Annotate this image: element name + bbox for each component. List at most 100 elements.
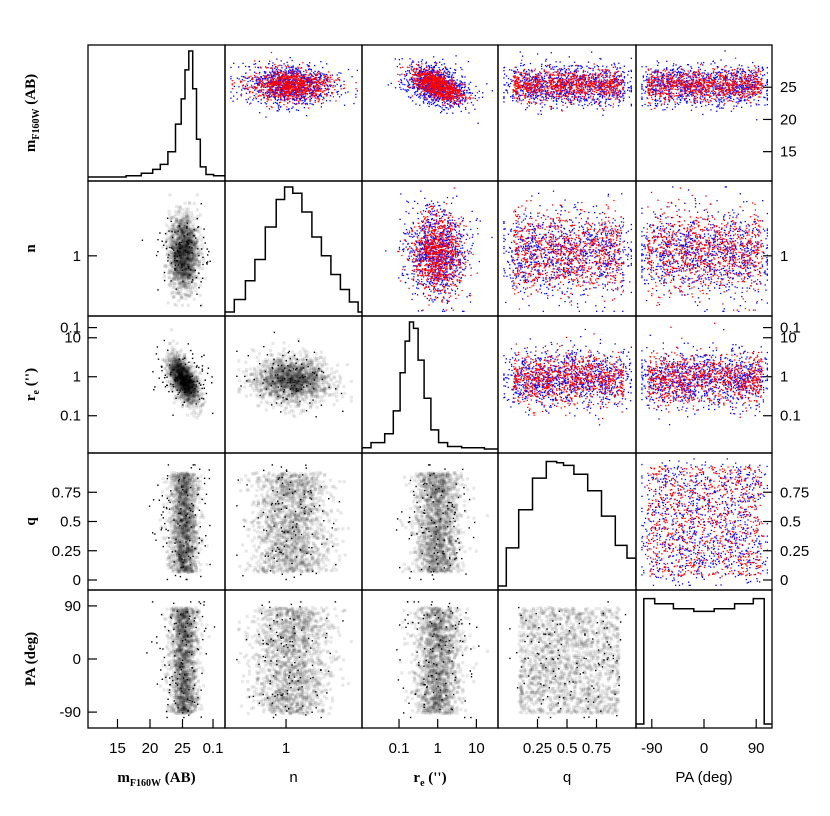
series-a-point	[504, 73, 506, 75]
series-b-point	[447, 95, 449, 97]
series-a-point	[435, 99, 437, 101]
series-a-point	[602, 65, 604, 67]
series-a-point	[593, 73, 595, 75]
series-a-point	[442, 58, 444, 60]
series-a-point	[525, 93, 527, 95]
series-a-point	[569, 81, 572, 84]
series-a-point	[260, 102, 262, 104]
series-b-point	[283, 80, 285, 82]
series-a-point	[272, 65, 274, 67]
series-b-point	[518, 81, 520, 84]
series-b-point	[461, 100, 463, 102]
series-a-point	[599, 73, 601, 75]
series-a-point	[474, 97, 476, 100]
series-b-point	[300, 79, 303, 82]
series-a-point	[256, 82, 258, 84]
series-a-point	[539, 99, 542, 102]
series-b-point	[610, 90, 612, 92]
series-a-point	[469, 98, 471, 100]
series-a-point	[584, 103, 586, 106]
series-a-point	[589, 73, 592, 75]
series-b-point	[314, 94, 316, 96]
series-a-point	[323, 79, 325, 81]
series-a-point	[515, 72, 517, 74]
series-b-point	[266, 79, 268, 81]
series-b-point	[418, 65, 420, 67]
series-b-point	[441, 84, 444, 86]
series-b-point	[285, 80, 288, 82]
series-b-point	[297, 95, 299, 97]
series-b-point	[446, 96, 448, 98]
series-b-point	[435, 83, 437, 85]
series-b-point	[435, 98, 437, 100]
series-a-point	[554, 66, 556, 68]
series-a-point	[423, 85, 425, 88]
series-b-point	[270, 79, 272, 81]
series-b-point	[476, 92, 479, 94]
series-b-point	[586, 83, 588, 86]
series-a-point	[316, 96, 319, 98]
series-a-point	[302, 102, 305, 104]
series-b-point	[431, 77, 433, 80]
series-b-point	[411, 76, 413, 78]
series-b-point	[543, 88, 546, 90]
series-b-point	[438, 74, 440, 76]
series-b-point	[258, 94, 260, 96]
series-b-point	[310, 81, 312, 83]
series-b-point	[533, 89, 535, 91]
series-b-point	[290, 90, 292, 92]
series-a-point	[503, 92, 505, 94]
series-b-point	[272, 71, 274, 73]
series-b-point	[519, 81, 521, 83]
series-a-point	[257, 101, 259, 103]
series-a-point	[254, 83, 256, 85]
series-b-point	[603, 77, 605, 79]
series-a-point	[307, 80, 309, 82]
series-a-point	[630, 88, 632, 90]
series-a-point	[435, 64, 437, 66]
panel-frame	[361, 44, 499, 182]
series-b-point	[455, 92, 457, 94]
series-a-point	[303, 95, 305, 98]
series-b-point	[615, 77, 617, 79]
series-a-point	[542, 84, 544, 87]
series-b-point	[452, 92, 454, 94]
series-b-point	[278, 76, 280, 79]
series-a-point	[426, 84, 428, 86]
series-a-point	[238, 86, 240, 88]
series-b-point	[411, 80, 413, 82]
series-a-point	[436, 96, 439, 98]
series-a-point	[407, 81, 409, 83]
series-b-point	[296, 90, 298, 92]
series-a-point	[574, 70, 576, 72]
series-a-point	[617, 105, 620, 107]
series-a-point	[269, 71, 271, 73]
series-a-point	[600, 93, 602, 96]
series-b-point	[434, 95, 436, 97]
series-a-point	[430, 66, 432, 69]
series-b-point	[309, 99, 311, 102]
series-b-point	[440, 93, 442, 95]
series-a-point	[545, 80, 547, 83]
series-a-point	[604, 82, 606, 84]
series-a-point	[614, 91, 616, 93]
series-a-point	[263, 96, 265, 99]
series-b-point	[276, 92, 278, 94]
series-a-point	[435, 82, 437, 84]
series-b-point	[546, 99, 548, 102]
series-a-point	[433, 68, 435, 70]
series-a-point	[592, 69, 594, 72]
series-a-point	[277, 89, 279, 91]
series-b-point	[430, 77, 432, 79]
series-b-point	[449, 79, 451, 82]
series-a-point	[517, 77, 519, 80]
series-b-point	[417, 75, 419, 78]
series-a-point	[430, 101, 432, 104]
series-b-point	[288, 82, 290, 84]
series-a-point	[566, 106, 568, 108]
series-b-point	[314, 92, 316, 94]
series-a-point	[595, 84, 597, 86]
series-a-point	[440, 76, 442, 78]
series-a-point	[264, 83, 266, 85]
series-a-point	[417, 81, 420, 83]
